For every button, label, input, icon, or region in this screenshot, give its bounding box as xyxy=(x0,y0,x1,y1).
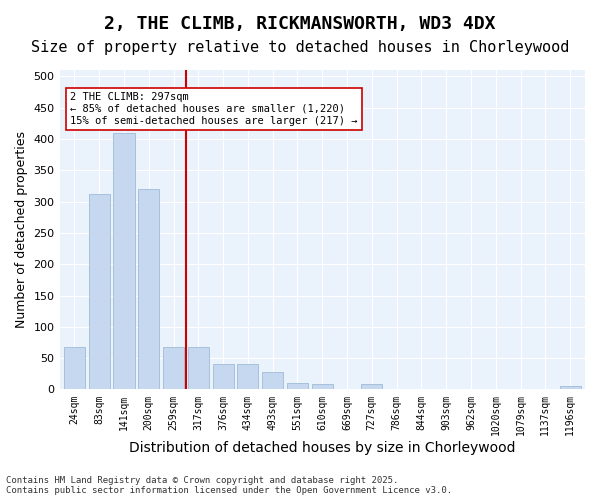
X-axis label: Distribution of detached houses by size in Chorleywood: Distribution of detached houses by size … xyxy=(129,441,515,455)
Text: Contains HM Land Registry data © Crown copyright and database right 2025.
Contai: Contains HM Land Registry data © Crown c… xyxy=(6,476,452,495)
Bar xyxy=(238,364,259,390)
Bar xyxy=(212,364,233,390)
Text: 2, THE CLIMB, RICKMANSWORTH, WD3 4DX: 2, THE CLIMB, RICKMANSWORTH, WD3 4DX xyxy=(104,15,496,33)
Bar xyxy=(287,383,308,390)
Y-axis label: Number of detached properties: Number of detached properties xyxy=(15,131,28,328)
Bar xyxy=(64,347,85,390)
Text: Size of property relative to detached houses in Chorleywood: Size of property relative to detached ho… xyxy=(31,40,569,55)
Bar xyxy=(188,347,209,390)
Bar xyxy=(163,347,184,390)
Bar xyxy=(89,194,110,390)
Bar xyxy=(361,384,382,390)
Bar xyxy=(312,384,333,390)
Bar xyxy=(262,372,283,390)
Bar xyxy=(113,132,134,390)
Bar xyxy=(138,189,160,390)
Bar xyxy=(560,386,581,390)
Text: 2 THE CLIMB: 297sqm
← 85% of detached houses are smaller (1,220)
15% of semi-det: 2 THE CLIMB: 297sqm ← 85% of detached ho… xyxy=(70,92,358,126)
